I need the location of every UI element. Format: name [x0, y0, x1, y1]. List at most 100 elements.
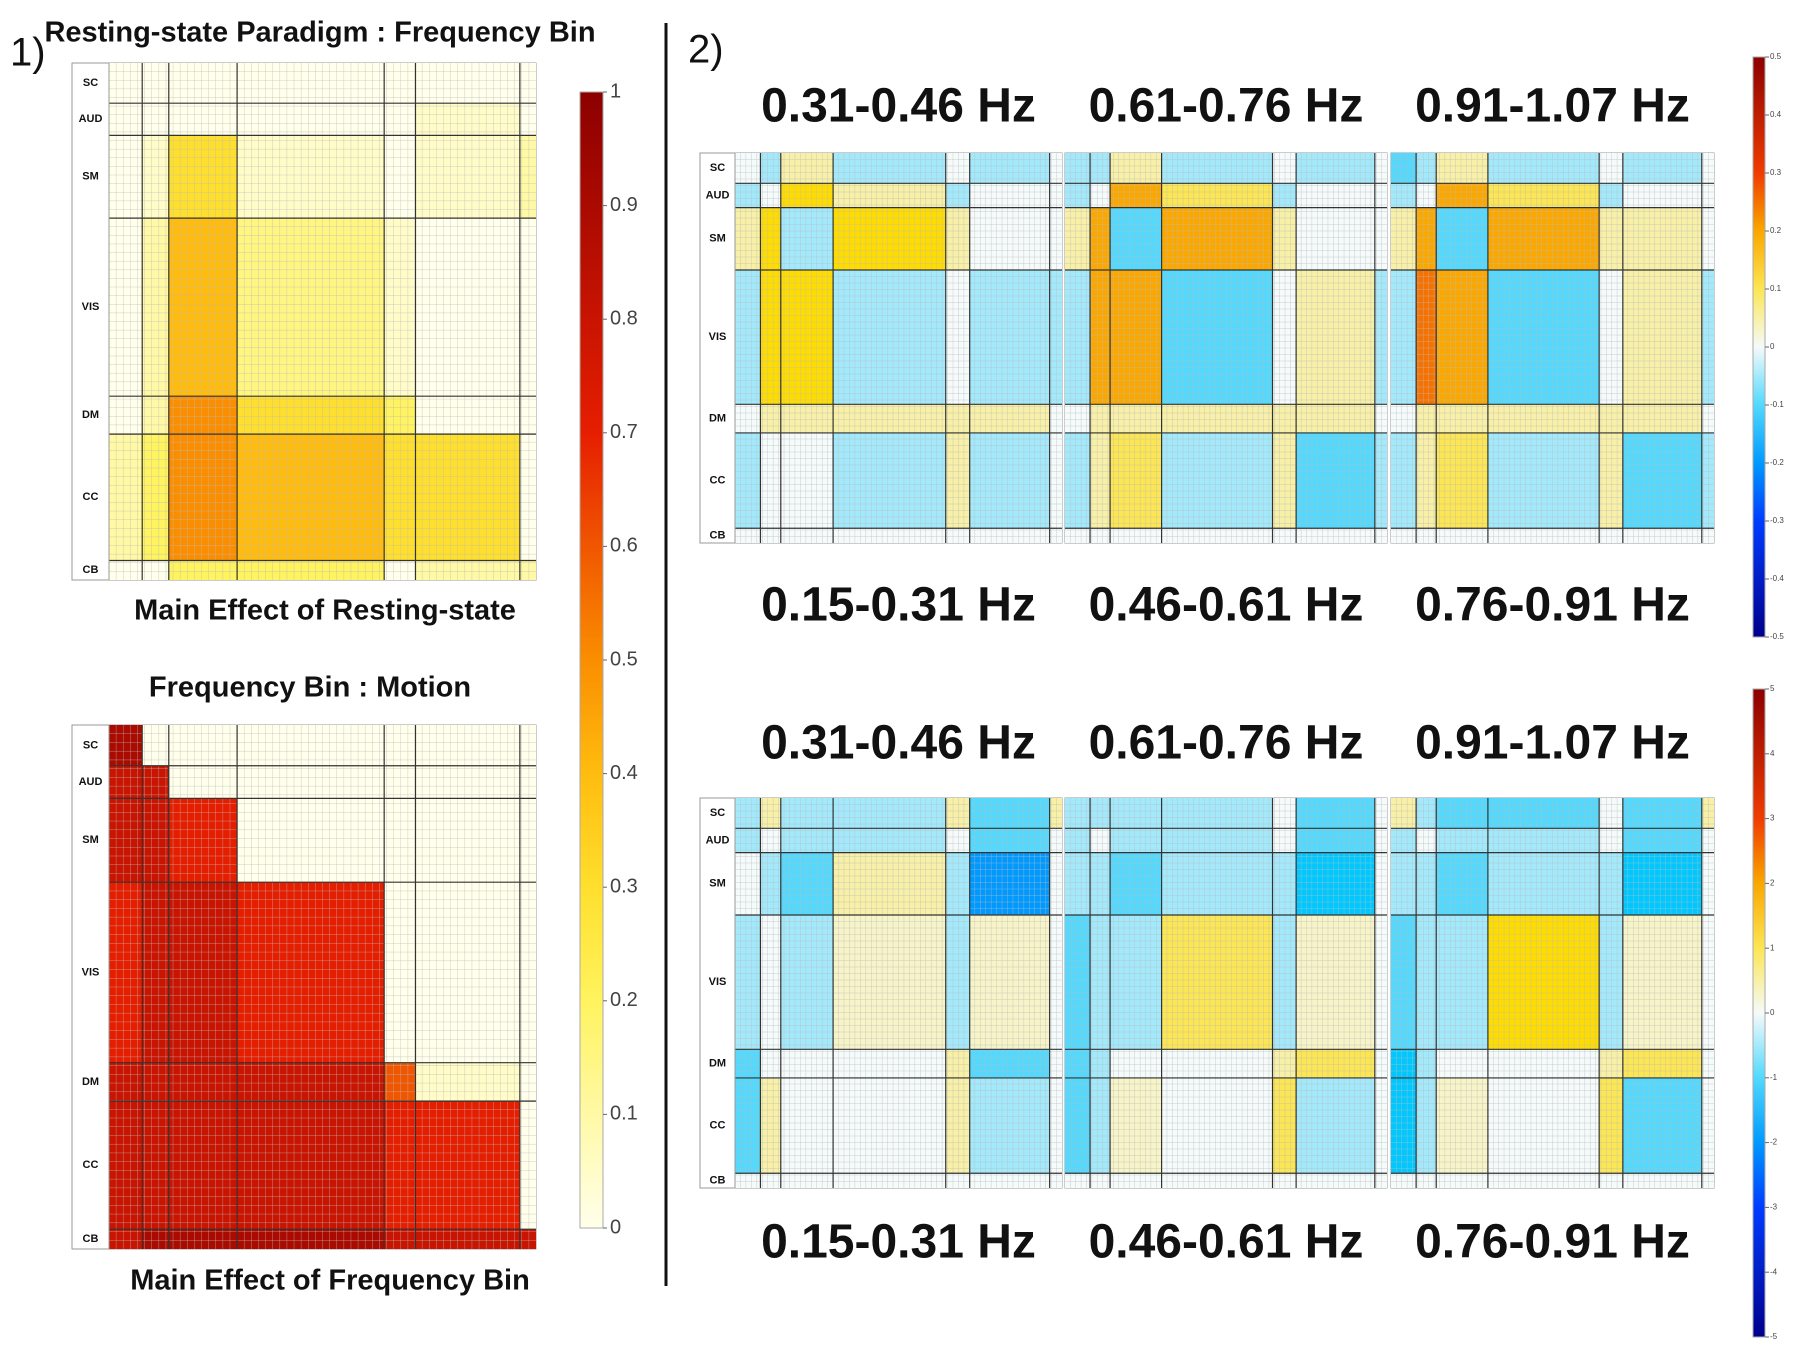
matrix-cell — [1065, 404, 1091, 433]
matrix-cell — [237, 882, 385, 1063]
matrix-cell — [1622, 207, 1702, 270]
matrix-cell — [1049, 207, 1062, 270]
matrix-cell — [142, 798, 169, 883]
matrix-cell — [780, 432, 834, 529]
matrix-cell — [168, 765, 238, 799]
matrix-cell — [760, 432, 781, 529]
matrix-cell — [168, 882, 238, 1063]
matrix-cell — [1374, 432, 1387, 529]
matrix-cell — [1272, 270, 1297, 405]
frequency-label: 0.91-1.07 Hz — [1415, 80, 1690, 133]
matrix-cell — [1487, 183, 1600, 208]
matrix-cell — [833, 270, 946, 405]
matrix-cell — [1090, 528, 1111, 543]
matrix-cell — [1436, 270, 1488, 405]
matrix-cell — [969, 1173, 1050, 1188]
matrix-cell — [1049, 432, 1062, 529]
matrix-cell — [1065, 828, 1091, 853]
network-label: VIS — [82, 966, 100, 978]
matrix-cell — [1391, 404, 1417, 433]
network-label: VIS — [82, 301, 100, 313]
matrix-cell — [1487, 207, 1600, 270]
matrix-cell — [780, 528, 834, 543]
matrix-cell — [168, 1062, 238, 1102]
matrix-cell — [1161, 404, 1273, 433]
matrix-cell — [1599, 915, 1623, 1050]
matrix-cell — [1436, 183, 1488, 208]
matrix-cell — [1374, 207, 1387, 270]
colorbar-tick-label: 4 — [1770, 749, 1775, 758]
network-label: CC — [710, 475, 726, 487]
matrix-cell — [1090, 852, 1111, 915]
matrix-cell — [760, 528, 781, 543]
fine-grid — [109, 725, 536, 1249]
matrix-cell — [1296, 852, 1375, 915]
matrix-cell — [945, 432, 970, 529]
matrix-cell — [1296, 1049, 1375, 1078]
matrix-cell — [969, 1077, 1050, 1174]
matrix-title: Resting-state Paradigm : Frequency Bin — [44, 17, 595, 49]
matrix-cell — [237, 725, 385, 766]
matrix-cell — [1090, 798, 1111, 829]
matrix-cell — [833, 798, 946, 829]
frequency-label: 0.91-1.07 Hz — [1415, 717, 1690, 770]
matrix-cell — [1090, 153, 1111, 184]
matrix-cell — [1161, 1077, 1273, 1174]
matrix-cell — [1701, 852, 1714, 915]
matrix-cell — [415, 1062, 520, 1102]
matrix-cell — [1161, 798, 1273, 829]
label-column — [699, 152, 736, 544]
matrix-cell — [519, 396, 536, 435]
matrix-cell — [1622, 528, 1702, 543]
colorbar-tick-label: -2 — [1770, 1138, 1778, 1147]
matrix-cell — [1374, 404, 1387, 433]
matrix-cell — [1487, 270, 1600, 405]
matrix-cell — [415, 882, 520, 1063]
matrix-cell — [237, 798, 385, 883]
matrix-cell — [1049, 528, 1062, 543]
network-label: CC — [83, 1159, 99, 1171]
matrix-cell — [1296, 183, 1375, 208]
matrix-cell — [1436, 1049, 1488, 1078]
matrix-cell — [1487, 828, 1600, 853]
matrix-cell — [735, 183, 761, 208]
matrix-cell — [1436, 915, 1488, 1050]
matrix-cell — [384, 1229, 416, 1249]
network-boundary — [1391, 798, 1714, 1188]
matrix-cell — [1272, 1077, 1297, 1174]
matrix-cell — [1065, 798, 1091, 829]
matrix-cell — [760, 1173, 781, 1188]
matrix-cell — [1296, 153, 1375, 184]
matrix-cell — [1599, 207, 1623, 270]
colorbar-tick-label: 0.9 — [610, 194, 638, 216]
network-label: DM — [709, 1058, 726, 1070]
matrix-cell — [1436, 828, 1488, 853]
network-label: DM — [82, 1076, 99, 1088]
network-boundary — [1065, 153, 1387, 543]
matrix-cell — [735, 1077, 761, 1174]
matrix-cell — [945, 270, 970, 405]
matrix-cell — [1622, 404, 1702, 433]
matrix-cell — [1090, 432, 1111, 529]
matrix-cell — [969, 1049, 1050, 1078]
matrix-cell — [142, 396, 169, 435]
matrix-cell — [1161, 183, 1273, 208]
matrix-cell — [1416, 183, 1437, 208]
matrix-cell — [1049, 183, 1062, 208]
matrix-cell — [1272, 404, 1297, 433]
matrix-cell — [1622, 153, 1702, 184]
matrix-cell — [1436, 528, 1488, 543]
matrix-cell — [1416, 153, 1437, 184]
matrix-cell — [1272, 432, 1297, 529]
matrix-cell — [1161, 1049, 1273, 1078]
matrix-cell — [415, 798, 520, 883]
matrix-cell — [760, 153, 781, 184]
matrix-cell — [1622, 270, 1702, 405]
matrix-cell — [735, 432, 761, 529]
matrix-cell — [833, 1049, 946, 1078]
matrix-cell — [1049, 915, 1062, 1050]
matrix-cell — [780, 1173, 834, 1188]
matrix-cell — [109, 560, 143, 580]
fine-grid — [1391, 798, 1714, 1188]
matrix-cell — [384, 725, 416, 766]
